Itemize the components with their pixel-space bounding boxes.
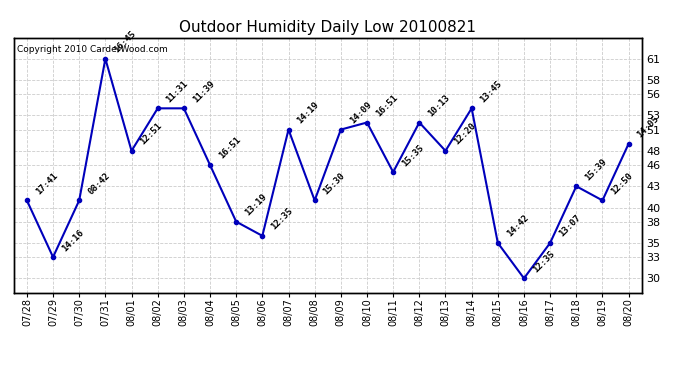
Text: 13:07: 13:07 (557, 213, 582, 239)
Text: 14:19: 14:19 (295, 100, 321, 125)
Text: 13:45: 13:45 (479, 79, 504, 104)
Text: 12:51: 12:51 (139, 121, 164, 147)
Text: 15:30: 15:30 (322, 171, 347, 196)
Text: 12:35: 12:35 (269, 206, 295, 232)
Title: Outdoor Humidity Daily Low 20100821: Outdoor Humidity Daily Low 20100821 (179, 20, 476, 35)
Text: 15:35: 15:35 (400, 142, 426, 168)
Text: 14:09: 14:09 (348, 100, 373, 125)
Text: 12:50: 12:50 (609, 171, 635, 196)
Text: 14:42: 14:42 (505, 213, 530, 239)
Text: 10:13: 10:13 (426, 93, 452, 118)
Text: 14:05: 14:05 (635, 114, 661, 140)
Text: 08:42: 08:42 (86, 171, 112, 196)
Text: 16:51: 16:51 (374, 93, 400, 118)
Text: 12:20: 12:20 (453, 121, 477, 147)
Text: 14:16: 14:16 (60, 228, 86, 253)
Text: Copyright 2010 CarderWood.com: Copyright 2010 CarderWood.com (17, 45, 168, 54)
Text: 12:35: 12:35 (531, 249, 556, 274)
Text: 11:39: 11:39 (191, 79, 216, 104)
Text: 11:31: 11:31 (165, 79, 190, 104)
Text: 16:45: 16:45 (112, 29, 138, 55)
Text: 16:51: 16:51 (217, 135, 242, 161)
Text: 15:39: 15:39 (583, 157, 609, 182)
Text: 13:19: 13:19 (243, 192, 268, 217)
Text: 17:41: 17:41 (34, 171, 59, 196)
